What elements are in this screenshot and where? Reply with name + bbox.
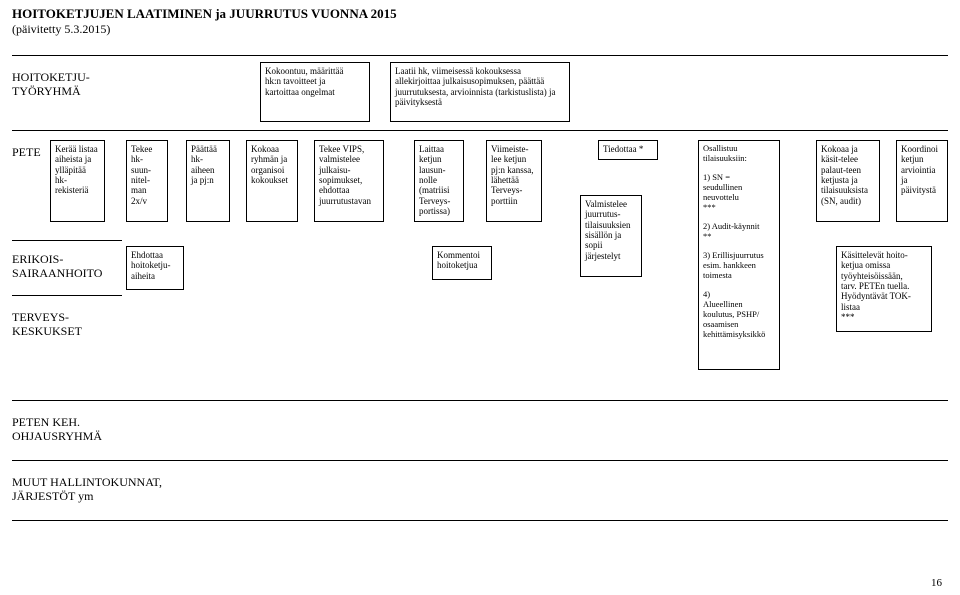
rule [12, 400, 948, 401]
box-text: Käsittelevät hoito- ketjua omissa työyht… [841, 250, 927, 322]
box-tekee-hk: Tekee hk- suun- nitel- man 2x/v [126, 140, 168, 222]
box-text: Viimeiste- lee ketjun pj:n kanssa, lähet… [491, 144, 537, 206]
box-keraa-listaa: Kerää listaa aiheista ja ylläpitää hk- r… [50, 140, 105, 222]
box-viimeistelee: Viimeiste- lee ketjun pj:n kanssa, lähet… [486, 140, 542, 222]
box-text: Kokoaa ja käsit-telee palaut-teen ketjus… [821, 144, 875, 206]
rule [12, 460, 948, 461]
lane-terveys-keskukset: TERVEYS- KESKUKSET [12, 310, 82, 339]
lane-peten-keh-ohjaus: PETEN KEH. OHJAUSRYHMÄ [12, 415, 102, 444]
box-tekee-vips: Tekee VIPS, valmistelee julkaisu- sopimu… [314, 140, 384, 222]
box-laatii-hk: Laatii hk, viimeisessä kokouksessa allek… [390, 62, 570, 122]
box-kokoontuu: Kokoontuu, määrittää hk:n tavoitteet ja … [260, 62, 370, 122]
box-text: Laatii hk, viimeisessä kokouksessa allek… [395, 66, 565, 107]
box-text: Kerää listaa aiheista ja ylläpitää hk- r… [55, 144, 100, 196]
box-valmistelee-juurrutus: Valmistelee juurrutus- tilaisuuksien sis… [580, 195, 642, 277]
box-kommentoi: Kommentoi hoitoketjua [432, 246, 492, 280]
box-paattaa-hk: Päättää hk- aiheen ja pj:n [186, 140, 230, 222]
box-text: Laittaa ketjun lausun- nolle (matriisi T… [419, 144, 459, 216]
box-kokoaa-kasittelee: Kokoaa ja käsit-telee palaut-teen ketjus… [816, 140, 880, 222]
box-text: Kommentoi hoitoketjua [437, 250, 487, 271]
lane-hoitoketju-tyoryhma: HOITOKETJU- TYÖRYHMÄ [12, 70, 90, 99]
box-text: Kokoaa ryhmän ja organisoi kokoukset [251, 144, 293, 185]
box-text: Tiedottaa * [603, 144, 653, 154]
box-text: Kokoontuu, määrittää hk:n tavoitteet ja … [265, 66, 365, 97]
page-title: HOITOKETJUJEN LAATIMINEN ja JUURRUTUS VU… [12, 6, 397, 22]
box-kasittelevat: Käsittelevät hoito- ketjua omissa työyht… [836, 246, 932, 332]
lane-erikois-sairaanhoito: ERIKOIS- SAIRAANHOITO [12, 252, 102, 281]
rule [12, 55, 948, 56]
box-ehdottaa-aiheita: Ehdottaa hoitoketju- aiheita [126, 246, 184, 290]
page: HOITOKETJUJEN LAATIMINEN ja JUURRUTUS VU… [0, 0, 960, 595]
box-kokoaa-ryhman: Kokoaa ryhmän ja organisoi kokoukset [246, 140, 298, 222]
box-text: Tekee VIPS, valmistelee julkaisu- sopimu… [319, 144, 379, 206]
rule [12, 240, 122, 241]
box-text: Tekee hk- suun- nitel- man 2x/v [131, 144, 163, 206]
lane-muut-hallintokunnat: MUUT HALLINTOKUNNAT, JÄRJESTÖT ym [12, 475, 162, 504]
page-number: 16 [931, 577, 942, 589]
box-tiedottaa: Tiedottaa * [598, 140, 658, 160]
box-text: Ehdottaa hoitoketju- aiheita [131, 250, 179, 281]
box-text: Osallistuu tilaisuuksiin: 1) SN = seudul… [703, 144, 775, 339]
box-laittaa-ketjun: Laittaa ketjun lausun- nolle (matriisi T… [414, 140, 464, 222]
rule [12, 520, 948, 521]
rule [12, 295, 122, 296]
box-text: Valmistelee juurrutus- tilaisuuksien sis… [585, 199, 637, 261]
rule [12, 130, 948, 131]
box-koordinoi: Koordinoi ketjun arviointia ja päivityst… [896, 140, 948, 222]
lane-pete: PETE [12, 145, 41, 159]
page-subtitle: (päivitetty 5.3.2015) [12, 22, 110, 37]
box-text: Päättää hk- aiheen ja pj:n [191, 144, 225, 185]
box-text: Koordinoi ketjun arviointia ja päivityst… [901, 144, 943, 196]
box-osallistuu-tilaisuuksiin: Osallistuu tilaisuuksiin: 1) SN = seudul… [698, 140, 780, 370]
